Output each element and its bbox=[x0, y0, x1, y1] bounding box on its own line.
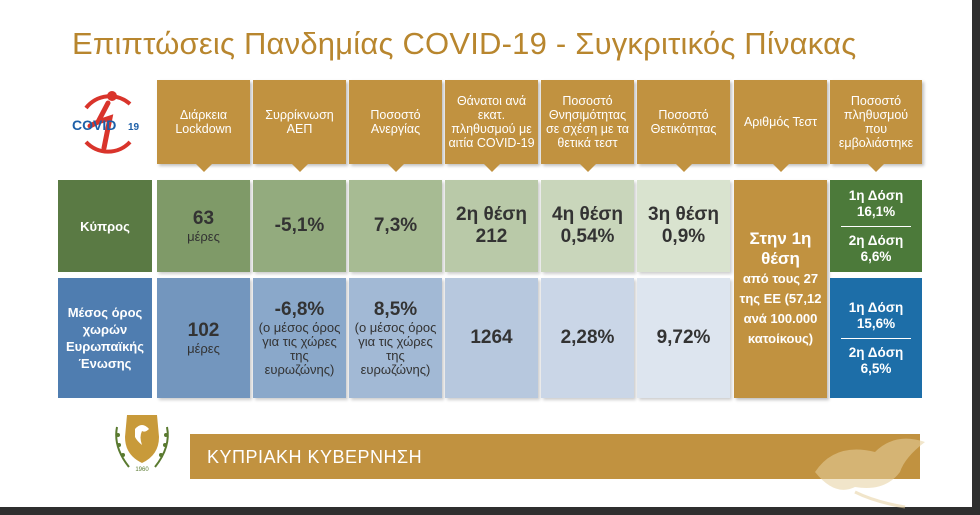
header-gdp: Συρρίκνωση ΑΕΠ bbox=[253, 80, 346, 172]
eu-dose2-label: 2η Δόση bbox=[848, 344, 904, 360]
eu-gdp-value: -6,8% bbox=[274, 299, 325, 320]
eu-lockdown-unit: μέρες bbox=[187, 341, 220, 356]
header-mortality: Ποσοστό Θνησιμότητας σε σχέση με τα θετι… bbox=[541, 80, 634, 172]
cyprus-positivity-rank: 3η θέση bbox=[648, 204, 719, 225]
cyprus-unemployment-value: 7,3% bbox=[373, 215, 418, 236]
dove-watermark-icon bbox=[815, 438, 925, 509]
right-border bbox=[972, 0, 980, 515]
cyprus-dose1-value: 16,1% bbox=[856, 203, 896, 219]
eu-dose2-value: 6,5% bbox=[860, 360, 892, 376]
header-unemployment: Ποσοστό Ανεργίας bbox=[349, 80, 442, 172]
tests-detail: από τους 27 της ΕΕ (57,12 ανά 100.000 κα… bbox=[739, 271, 822, 346]
vaccination-divider bbox=[841, 225, 911, 227]
tests-rank: Στην 1η θέση bbox=[749, 229, 812, 268]
cyprus-lockdown-cell: 63 μέρες bbox=[157, 180, 250, 272]
cyprus-mortality-rank: 4η θέση bbox=[552, 204, 623, 225]
cyprus-dose2-value: 6,6% bbox=[860, 248, 892, 264]
svg-text:1960: 1960 bbox=[135, 467, 149, 472]
eu-dose1-label: 1η Δόση bbox=[848, 299, 904, 315]
cyprus-gdp-cell: -5,1% bbox=[253, 180, 346, 272]
eu-deaths-value: 1264 bbox=[470, 327, 513, 348]
header-tests: Αριθμός Τεστ bbox=[734, 80, 827, 172]
cyprus-deaths-rank: 2η θέση bbox=[456, 204, 527, 225]
eu-gdp-cell: -6,8% (ο μέσος όρος για τις χώρες της ευ… bbox=[253, 278, 346, 398]
eu-vaccination-cell: 1η Δόση 15,6% 2η Δόση 6,5% bbox=[830, 278, 922, 398]
cyprus-deaths-cell: 2η θέση 212 bbox=[445, 180, 538, 272]
row-label-eu: Μέσος όρος χωρών Ευρωπαϊκής Ένωσης bbox=[58, 278, 152, 398]
eu-dose1-value: 15,6% bbox=[856, 315, 896, 331]
cyprus-mortality-value: 0,54% bbox=[560, 226, 615, 247]
eu-unemployment-note: (ο μέσος όρος για τις χώρες της ευρωζώνη… bbox=[354, 320, 437, 377]
cyprus-vaccination-cell: 1η Δόση 16,1% 2η Δόση 6,6% bbox=[830, 180, 922, 272]
tests-cell: Στην 1η θέση από τους 27 της ΕΕ (57,12 α… bbox=[734, 180, 827, 398]
cyprus-unemployment-cell: 7,3% bbox=[349, 180, 442, 272]
cyprus-gdp-value: -5,1% bbox=[274, 215, 325, 236]
cyprus-positivity-cell: 3η θέση 0,9% bbox=[637, 180, 730, 272]
cyprus-deaths-value: 212 bbox=[475, 226, 508, 247]
government-bar bbox=[190, 434, 920, 479]
eu-positivity-cell: 9,72% bbox=[637, 278, 730, 398]
eu-lockdown-cell: 102 μέρες bbox=[157, 278, 250, 398]
cyprus-mortality-cell: 4η θέση 0,54% bbox=[541, 180, 634, 272]
header-deaths: Θάνατοι ανά εκατ. πληθυσμού με αιτία COV… bbox=[445, 80, 538, 172]
eu-gdp-note: (ο μέσος όρος για τις χώρες της ευρωζώνη… bbox=[258, 320, 341, 377]
eu-unemployment-cell: 8,5% (ο μέσος όρος για τις χώρες της ευρ… bbox=[349, 278, 442, 398]
cyprus-positivity-value: 0,9% bbox=[661, 226, 706, 247]
cyprus-dose1-label: 1η Δόση bbox=[848, 187, 904, 203]
logo-number: 19 bbox=[128, 122, 140, 133]
page-title: Επιπτώσεις Πανδημίας COVID-19 - Συγκριτι… bbox=[72, 26, 857, 61]
vaccination-divider bbox=[841, 337, 911, 339]
logo-text: COVID bbox=[72, 117, 116, 133]
eu-mortality-cell: 2,28% bbox=[541, 278, 634, 398]
cyprus-lockdown-unit: μέρες bbox=[187, 229, 220, 244]
header-lockdown: Διάρκεια Lockdown bbox=[157, 80, 250, 172]
eu-positivity-value: 9,72% bbox=[656, 327, 711, 348]
cyprus-dose2-label: 2η Δόση bbox=[848, 232, 904, 248]
row-label-cyprus: Κύπρος bbox=[58, 180, 152, 272]
eu-unemployment-value: 8,5% bbox=[373, 299, 418, 320]
covid19-logo-icon: COVID 19 bbox=[72, 91, 140, 154]
cyprus-lockdown-value: 63 bbox=[192, 208, 215, 229]
eu-deaths-cell: 1264 bbox=[445, 278, 538, 398]
government-name: ΚΥΠΡΙΑΚΗ ΚΥΒΕΡΝΗΣΗ bbox=[207, 447, 423, 467]
eu-lockdown-value: 102 bbox=[187, 320, 220, 341]
eu-mortality-value: 2,28% bbox=[560, 327, 615, 348]
header-positivity: Ποσοστό Θετικότητας bbox=[637, 80, 730, 172]
header-vaccination: Ποσοστό πληθυσμού που εμβολιάστηκε bbox=[830, 80, 922, 172]
bottom-border bbox=[0, 507, 980, 515]
cyprus-emblem-icon: 1960 bbox=[115, 415, 169, 472]
